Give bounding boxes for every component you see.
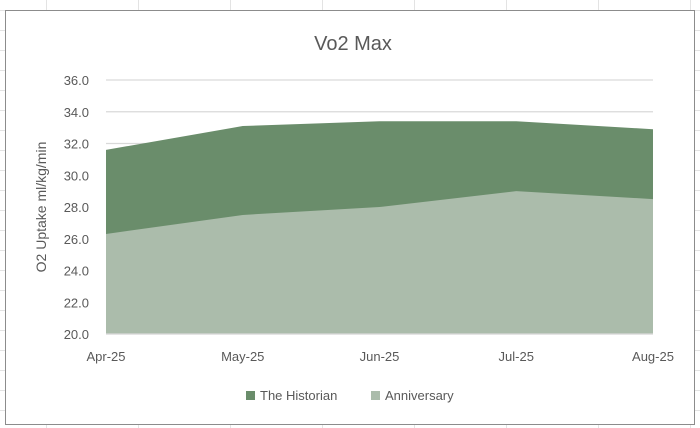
chart-title: Vo2 Max [314,33,392,55]
x-tick-label: Jul-25 [499,349,534,364]
y-tick-label: 28.0 [64,200,89,215]
y-tick-label: 30.0 [64,168,89,183]
y-tick-label: 36.0 [64,73,89,88]
x-tick-label: Aug-25 [632,349,674,364]
area-series-anniversary[interactable] [106,191,653,334]
legend-label: Anniversary [385,388,454,403]
y-tick-label: 24.0 [64,264,89,279]
y-tick-label: 20.0 [64,327,89,342]
y-tick-label: 22.0 [64,295,89,310]
legend-label: The Historian [260,388,337,403]
y-tick-label: 26.0 [64,232,89,247]
x-tick-label: May-25 [221,349,264,364]
legend-swatch [246,391,255,400]
x-tick-label: Jun-25 [360,349,400,364]
x-tick-label: Apr-25 [86,349,125,364]
legend-swatch [371,391,380,400]
y-axis-label: O2 Uptake ml/kg/min [33,142,49,273]
y-tick-label: 32.0 [64,137,89,152]
y-tick-label: 34.0 [64,105,89,120]
